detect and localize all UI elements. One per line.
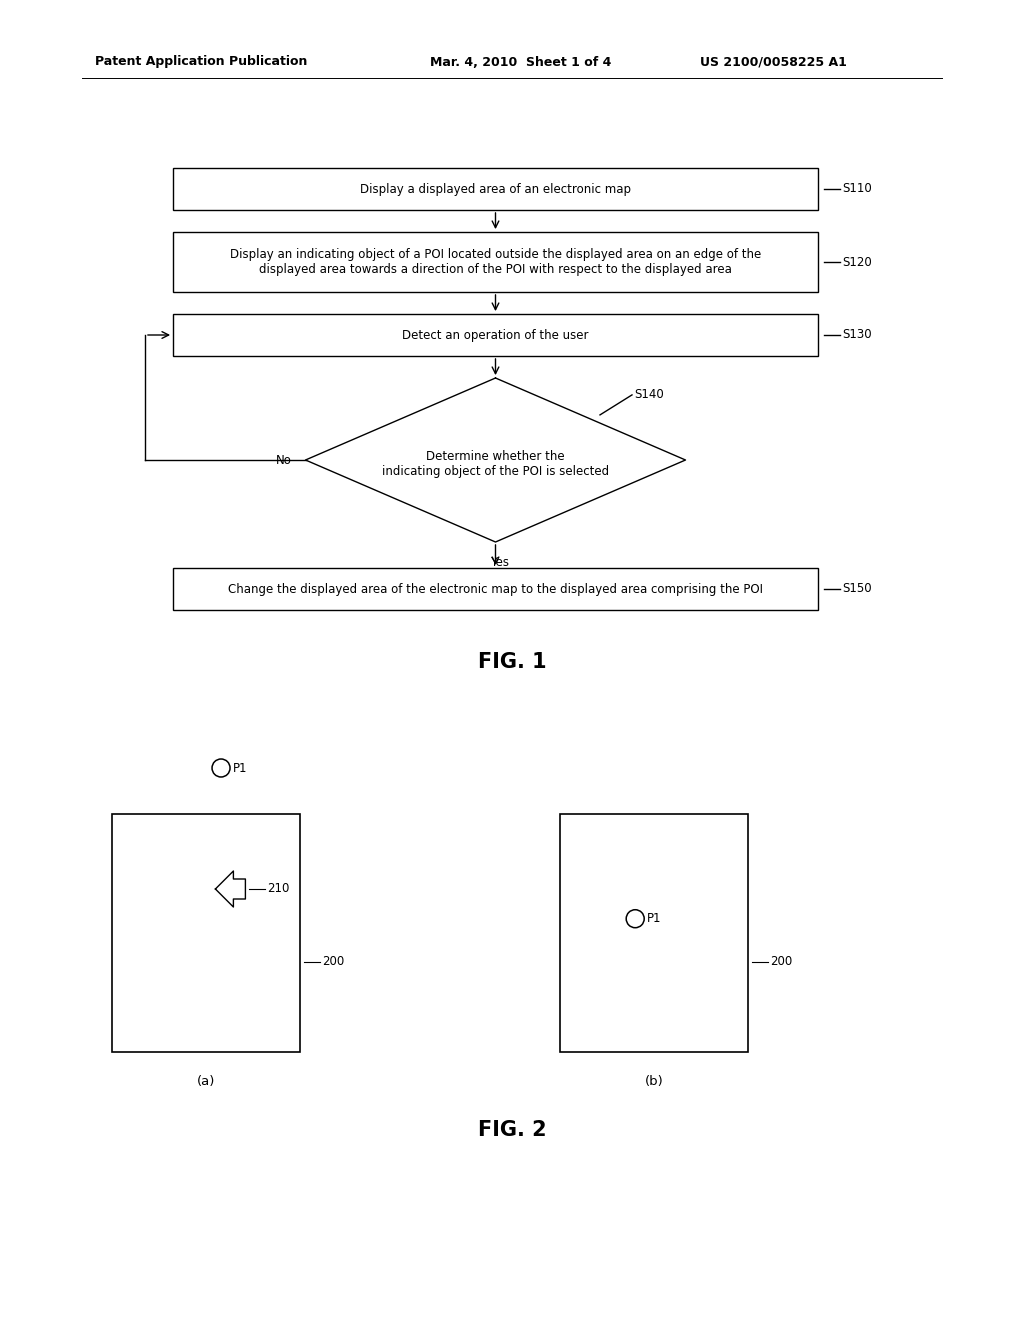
Text: Mar. 4, 2010  Sheet 1 of 4: Mar. 4, 2010 Sheet 1 of 4 xyxy=(430,55,611,69)
Text: S110: S110 xyxy=(842,182,871,195)
Text: US 2100/0058225 A1: US 2100/0058225 A1 xyxy=(700,55,847,69)
Polygon shape xyxy=(215,871,246,907)
Text: Yes: Yes xyxy=(490,556,509,569)
Text: 210: 210 xyxy=(267,883,290,895)
Text: Display a displayed area of an electronic map: Display a displayed area of an electroni… xyxy=(360,182,631,195)
Text: S140: S140 xyxy=(634,388,664,401)
Text: S150: S150 xyxy=(842,582,871,595)
Text: P1: P1 xyxy=(647,912,662,925)
FancyBboxPatch shape xyxy=(173,232,818,292)
FancyBboxPatch shape xyxy=(560,814,748,1052)
Text: Determine whether the
indicating object of the POI is selected: Determine whether the indicating object … xyxy=(382,450,609,478)
Text: Patent Application Publication: Patent Application Publication xyxy=(95,55,307,69)
Text: No: No xyxy=(275,454,292,466)
FancyBboxPatch shape xyxy=(173,314,818,356)
Text: Detect an operation of the user: Detect an operation of the user xyxy=(402,329,589,342)
Text: P1: P1 xyxy=(233,762,248,775)
Text: 200: 200 xyxy=(322,956,344,968)
FancyBboxPatch shape xyxy=(112,814,300,1052)
Text: Change the displayed area of the electronic map to the displayed area comprising: Change the displayed area of the electro… xyxy=(228,582,763,595)
Text: 200: 200 xyxy=(770,956,793,968)
Text: S130: S130 xyxy=(842,329,871,342)
Text: FIG. 2: FIG. 2 xyxy=(477,1119,547,1140)
Text: FIG. 1: FIG. 1 xyxy=(477,652,547,672)
Text: S120: S120 xyxy=(842,256,871,268)
FancyBboxPatch shape xyxy=(173,568,818,610)
Text: (a): (a) xyxy=(197,1076,215,1089)
FancyBboxPatch shape xyxy=(173,168,818,210)
Text: Display an indicating object of a POI located outside the displayed area on an e: Display an indicating object of a POI lo… xyxy=(229,248,761,276)
Text: (b): (b) xyxy=(645,1076,664,1089)
